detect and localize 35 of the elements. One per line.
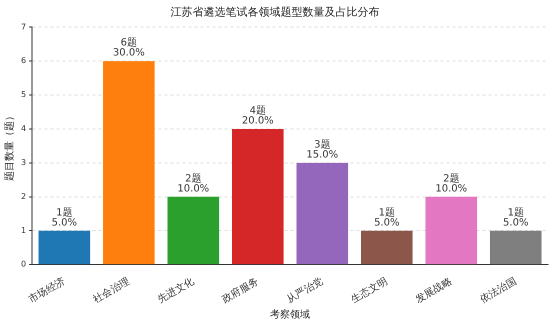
data-label: 6题 30.0% — [112, 38, 145, 59]
bar — [168, 196, 220, 264]
chart-title: 江苏省遴选笔试各领域题型数量及占比分布 — [170, 5, 380, 18]
y-tick-label: 4 — [20, 124, 26, 134]
y-tick-label: 1 — [20, 226, 26, 235]
bar — [38, 230, 90, 264]
data-label: 1题 5.0% — [503, 207, 528, 228]
x-tick-label: 社会治理 — [90, 275, 132, 306]
bar — [425, 196, 478, 264]
data-label: 2题 10.0% — [435, 173, 468, 194]
bar — [103, 61, 155, 264]
y-axis-title: 题目数量（题） — [4, 110, 16, 181]
x-tick-label: 先进文化 — [155, 275, 196, 306]
bar — [296, 162, 348, 264]
data-label: 3题 15.0% — [306, 139, 338, 160]
x-tick-label: 依法治国 — [478, 275, 519, 306]
data-label: 1题 5.0% — [52, 207, 78, 228]
bar — [360, 230, 413, 264]
x-tick-label: 生态文明 — [348, 275, 390, 306]
x-tick-label: 从严治党 — [284, 275, 326, 306]
y-tick-label: 6 — [20, 56, 26, 66]
y-tick-label: 0 — [20, 260, 26, 269]
y-tick-label: 5 — [20, 90, 26, 100]
x-tick-label: 政府服务 — [220, 275, 261, 306]
x-axis-title: 考察领域 — [270, 308, 310, 321]
y-tick-label: 2 — [20, 192, 26, 201]
bar — [490, 230, 542, 264]
x-tick-label: 发展战略 — [413, 275, 454, 306]
data-label: 4题 20.0% — [242, 106, 274, 127]
y-tick-label: 3 — [20, 158, 26, 167]
x-tick-label: 市场经济 — [26, 275, 68, 306]
bar — [232, 128, 284, 264]
data-label: 2题 10.0% — [177, 173, 210, 194]
data-label: 1题 5.0% — [374, 207, 400, 228]
y-tick-label: 7 — [20, 22, 26, 32]
